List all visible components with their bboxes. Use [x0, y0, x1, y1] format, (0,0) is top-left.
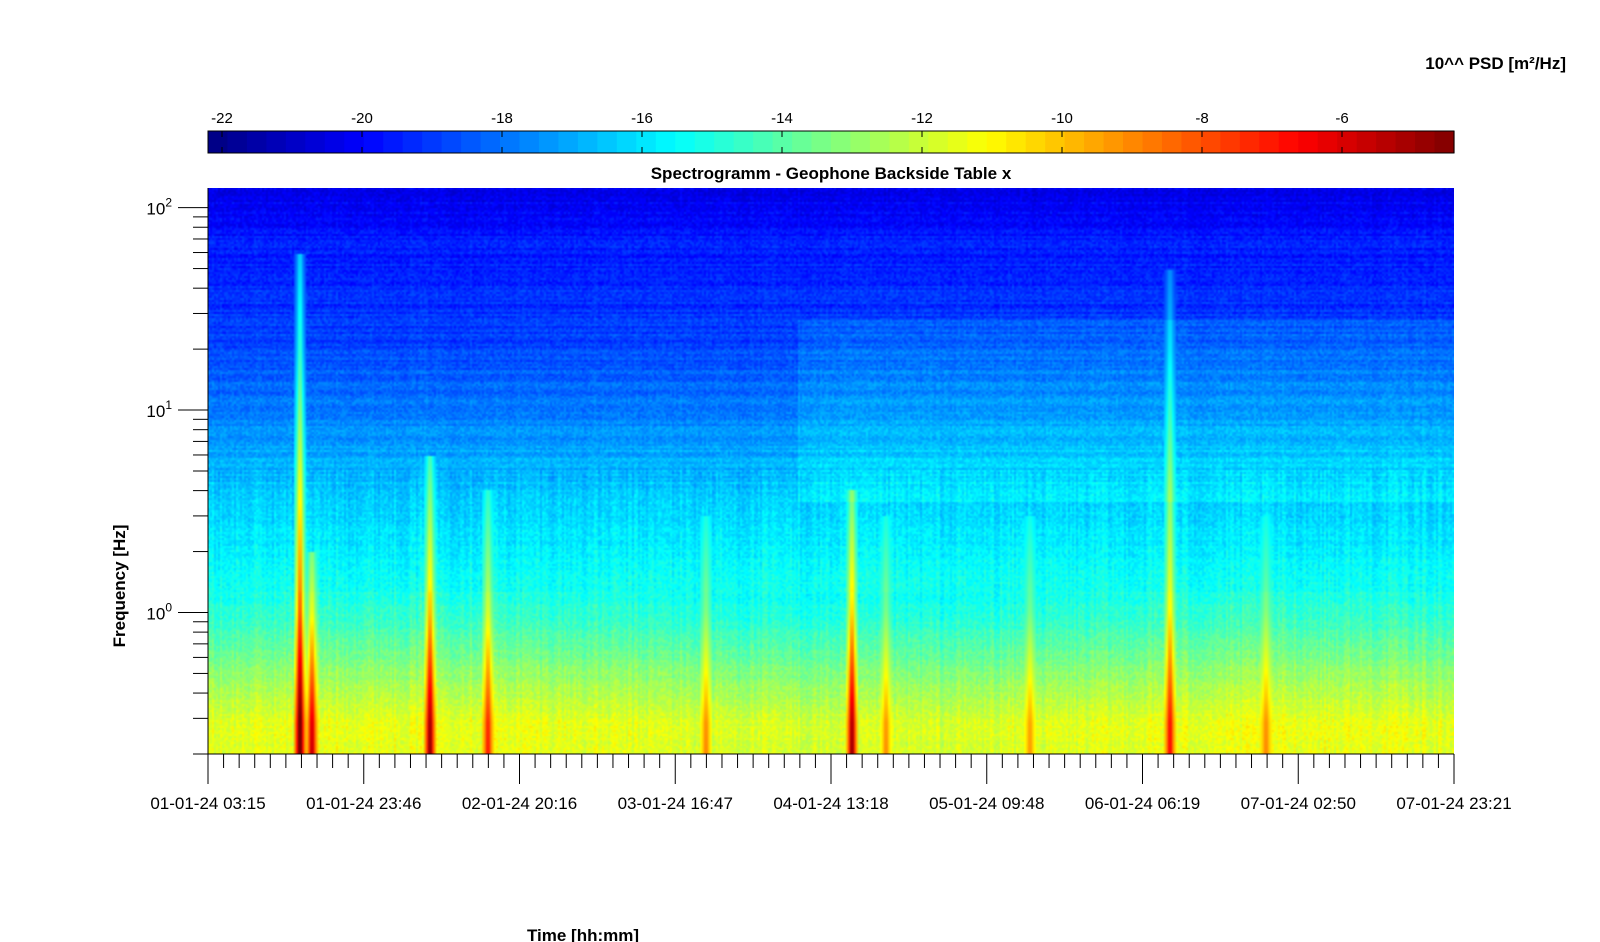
colorbar-swatch: [1142, 131, 1163, 153]
colorbar-swatch: [733, 131, 754, 153]
colorbar-swatch: [1123, 131, 1144, 153]
colorbar-swatch: [675, 131, 696, 153]
colorbar-swatch: [1220, 131, 1241, 153]
x-tick-label: 03-01-24 16:47: [618, 794, 733, 813]
colorbar-swatch: [538, 131, 560, 153]
colorbar-swatch: [1239, 131, 1260, 153]
y-tick-label: 101: [146, 398, 172, 421]
y-axis: 100 101 102: [146, 188, 209, 755]
chart-title: Spectrogramm - Geophone Backside Table x: [651, 164, 1012, 183]
colorbar-swatch: [636, 131, 657, 153]
colorbar-swatch: [850, 131, 871, 153]
colorbar-swatch: [519, 131, 540, 153]
colorbar-frame: [207, 130, 1455, 154]
colorbar-swatch: [461, 131, 482, 153]
colorbar-swatch: [363, 131, 384, 153]
colorbar-swatch: [577, 131, 598, 153]
colorbar-swatch: [305, 131, 326, 153]
colorbar-swatch: [285, 131, 306, 153]
colorbar-swatch: [246, 131, 268, 153]
x-tick-label: 05-01-24 09:48: [929, 794, 1044, 813]
colorbar-swatch: [947, 131, 968, 153]
x-tick-label: 04-01-24 13:18: [773, 794, 888, 813]
x-tick-label: 07-01-24 02:50: [1241, 794, 1356, 813]
plot-area: [208, 188, 1454, 754]
colorbar-swatch: [1064, 131, 1085, 153]
colorbar-swatch: [441, 131, 462, 153]
colorbar-swatch: [792, 131, 813, 153]
colorbar-tick-label: -8: [1195, 110, 1208, 127]
colorbar-swatch: [694, 131, 715, 153]
colorbar-swatch: [986, 131, 1007, 153]
y-tick-label: 100: [146, 601, 172, 624]
colorbar-ticks: -22 -20 -18 -16 -14 -12 -10 -8 -6: [211, 110, 1349, 153]
colorbar-swatch: [402, 131, 423, 153]
colorbar-swatch: [869, 131, 891, 153]
colorbar-swatch: [324, 131, 345, 153]
x-axis: 01-01-24 03:15 01-01-24 23:46 02-01-24 20:…: [150, 753, 1512, 813]
colorbar-swatch: [1200, 131, 1221, 153]
colorbar-swatch: [928, 131, 949, 153]
colorbar-swatch: [811, 131, 832, 153]
colorbar-tick-label: -22: [211, 110, 233, 127]
colorbar: -22 -20 -18 -16 -14 -12 -10 -8 -6: [207, 110, 1455, 154]
colorbar-swatch: [1103, 131, 1124, 153]
colorbar-swatch: [1376, 131, 1397, 153]
colorbar-swatch: [714, 131, 735, 153]
colorbar-swatch: [1298, 131, 1319, 153]
colorbar-tick-label: -12: [911, 110, 933, 127]
colorbar-swatch: [1317, 131, 1338, 153]
colorbar-swatch: [1337, 131, 1358, 153]
colorbar-tick-label: -6: [1335, 110, 1348, 127]
colorbar-tick-label: -18: [491, 110, 513, 127]
colorbar-swatch: [908, 131, 929, 153]
x-tick-label: 02-01-24 20:16: [462, 794, 577, 813]
y-axis-label: Frequency [Hz]: [110, 525, 129, 648]
colorbar-swatch: [1161, 131, 1183, 153]
colorbar-swatch: [967, 131, 988, 153]
x-axis-label: Time [hh:mm]: [527, 926, 639, 942]
colorbar-swatch: [558, 131, 579, 153]
colorbar-swatches: [208, 131, 1455, 153]
colorbar-swatch: [227, 131, 248, 153]
colorbar-swatch: [344, 131, 365, 153]
colorbar-swatch: [266, 131, 287, 153]
colorbar-swatch: [831, 131, 852, 153]
colorbar-swatch: [1006, 131, 1027, 153]
x-tick-label: 01-01-24 03:15: [150, 794, 265, 813]
colorbar-swatch: [1278, 131, 1299, 153]
colorbar-tick-label: -10: [1051, 110, 1073, 127]
colorbar-swatch: [500, 131, 521, 153]
colorbar-tick-label: -14: [771, 110, 793, 127]
colorbar-swatch: [1181, 131, 1202, 153]
colorbar-swatch: [383, 131, 404, 153]
colorbar-swatch: [753, 131, 774, 153]
y-tick-label: 102: [146, 196, 172, 219]
x-tick-label: 06-01-24 06:19: [1085, 794, 1200, 813]
colorbar-swatch: [480, 131, 501, 153]
colorbar-swatch: [1356, 131, 1377, 153]
colorbar-swatch: [1045, 131, 1066, 153]
colorbar-swatch: [1415, 131, 1436, 153]
colorbar-swatch: [1259, 131, 1280, 153]
colorbar-swatch: [655, 131, 676, 153]
colorbar-swatch: [208, 131, 229, 153]
colorbar-tick-label: -16: [631, 110, 653, 127]
colorbar-swatch: [422, 131, 443, 153]
x-tick-label: 07-01-24 23:21: [1396, 794, 1511, 813]
colorbar-swatch: [1084, 131, 1105, 153]
colorbar-swatch: [597, 131, 618, 153]
colorbar-swatch: [1434, 131, 1455, 153]
colorbar-swatch: [616, 131, 637, 153]
colorbar-swatch: [772, 131, 793, 153]
x-tick-label: 01-01-24 23:46: [306, 794, 421, 813]
colorbar-swatch: [889, 131, 910, 153]
spectrogram-heatmap: [208, 188, 1454, 754]
colorbar-label: 10^^ PSD [m²/Hz]: [1425, 54, 1566, 73]
colorbar-swatch: [1395, 131, 1416, 153]
colorbar-swatch: [1025, 131, 1046, 153]
colorbar-tick-label: -20: [351, 110, 373, 127]
